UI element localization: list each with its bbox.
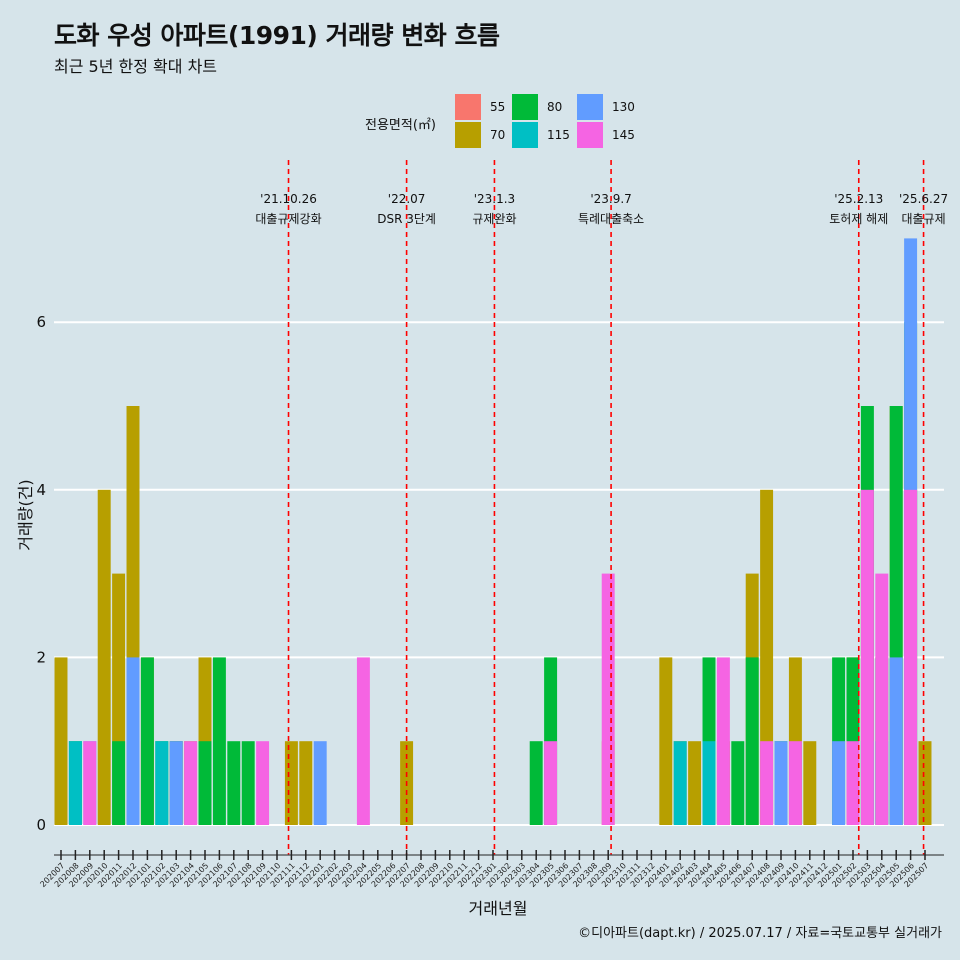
- annotation-date: '23.9.7: [590, 192, 631, 206]
- bar-145-202204: [356, 657, 370, 825]
- legend-key: [512, 94, 538, 120]
- bar-70-202403: [688, 741, 702, 825]
- legend-label: 115: [547, 128, 570, 142]
- bar-80-202106: [212, 657, 226, 825]
- bar-115-202402: [673, 741, 687, 825]
- legend-item-145: 145: [577, 122, 641, 150]
- bar-145-202309: [601, 573, 615, 825]
- bar-130-202201: [313, 741, 327, 825]
- x-axis-title: 거래년월: [469, 899, 528, 918]
- bar-130-202501: [832, 741, 846, 825]
- bar-70-202007: [54, 657, 68, 825]
- legend-label: 145: [612, 128, 635, 142]
- bar-115-202102: [155, 741, 169, 825]
- bar-80-202101: [140, 657, 154, 825]
- bar-145-202408: [760, 741, 774, 825]
- annotation-date: '21.10.26: [260, 192, 317, 206]
- bars: [54, 238, 932, 825]
- bar-115-202404: [702, 741, 716, 825]
- chart-title: 도화 우성 아파트(1991) 거래량 변화 흐름: [54, 21, 500, 50]
- y-tick-label: 2: [36, 648, 46, 666]
- annotations: '21.10.26 대출규제강화 '22.07 DSR 3단계 '23.1.3 규제완화 '…: [255, 160, 948, 855]
- legend-item-115: 115: [512, 122, 576, 150]
- legend-key: [577, 122, 603, 148]
- legend-item-55: 55: [455, 94, 519, 122]
- bar-70-202411: [803, 741, 817, 825]
- annotation-date: '25.2.13: [834, 192, 883, 206]
- legend-item-130: 130: [577, 94, 641, 122]
- legend-label: 70: [490, 128, 506, 142]
- bar-70-202111: [284, 741, 298, 825]
- bar-145-202504: [875, 573, 889, 825]
- annotation-label: DSR 3단계: [377, 212, 436, 226]
- legend-label: 80: [547, 100, 563, 114]
- y-ticks: 0 2 4 6: [36, 313, 46, 834]
- bar-80-202011: [112, 741, 126, 825]
- bar-130-202505: [889, 657, 903, 825]
- legend-item-70: 70: [455, 122, 519, 150]
- bar-145-202506: [904, 489, 918, 825]
- bar-130-202103: [169, 741, 183, 825]
- bar-145-202104: [184, 741, 198, 825]
- bar-130-202409: [774, 741, 788, 825]
- annotation-label: 대출규제: [901, 212, 945, 226]
- annotation-label: 토허제 해제: [829, 212, 888, 226]
- annotation-date: '23.1.3: [474, 192, 515, 206]
- annotation-label: 대출규제강화: [255, 212, 321, 226]
- y-tick-label: 6: [36, 313, 46, 331]
- y-axis-title: 거래량(건): [16, 479, 35, 550]
- bar-80-202407: [745, 657, 759, 825]
- bar-145-202503: [860, 489, 874, 825]
- y-tick-label: 4: [36, 481, 46, 499]
- bar-80-202406: [731, 741, 745, 825]
- bar-145-202410: [788, 741, 802, 825]
- bar-80-202304: [529, 741, 543, 825]
- bar-80-202108: [241, 741, 255, 825]
- legend-key: [512, 122, 538, 148]
- legend-item-80: 80: [512, 94, 576, 122]
- annotation-date: '22.07: [388, 192, 426, 206]
- bar-145-202405: [716, 657, 730, 825]
- bar-145-202305: [544, 741, 558, 825]
- legend-title: 전용면적(㎡): [365, 118, 436, 133]
- bar-70-202010: [97, 489, 111, 825]
- legend-label: 55: [490, 100, 506, 114]
- bar-80-202105: [198, 741, 212, 825]
- y-tick-label: 0: [36, 816, 46, 834]
- bar-145-202502: [846, 741, 860, 825]
- annotation-date: '25.6.27: [899, 192, 948, 206]
- legend-key: [455, 94, 481, 120]
- bar-70-202112: [299, 741, 313, 825]
- caption: ©디아파트(dapt.kr) / 2025.07.17 / 자료=국토교통부 실…: [578, 926, 942, 941]
- bar-70-202507: [918, 741, 932, 825]
- legend-key: [577, 94, 603, 120]
- bar-145-202109: [256, 741, 270, 825]
- chart-subtitle: 최근 5년 한정 확대 차트: [54, 57, 218, 76]
- bar-70-202401: [659, 657, 673, 825]
- bar-145-202009: [83, 741, 97, 825]
- legend-label: 130: [612, 100, 635, 114]
- bar-80-202107: [227, 741, 241, 825]
- annotation-label: 규제완화: [472, 212, 516, 226]
- bar-115-202008: [68, 741, 82, 825]
- bar-130-202012: [126, 657, 140, 825]
- x-axis: 2020072020082020092020102020112020122021…: [38, 850, 944, 889]
- legend-key: [455, 122, 481, 148]
- legend: 전용면적(㎡) 55 70 80 115 130 145: [0, 90, 960, 154]
- annotation-label: 특례대출축소: [578, 212, 644, 226]
